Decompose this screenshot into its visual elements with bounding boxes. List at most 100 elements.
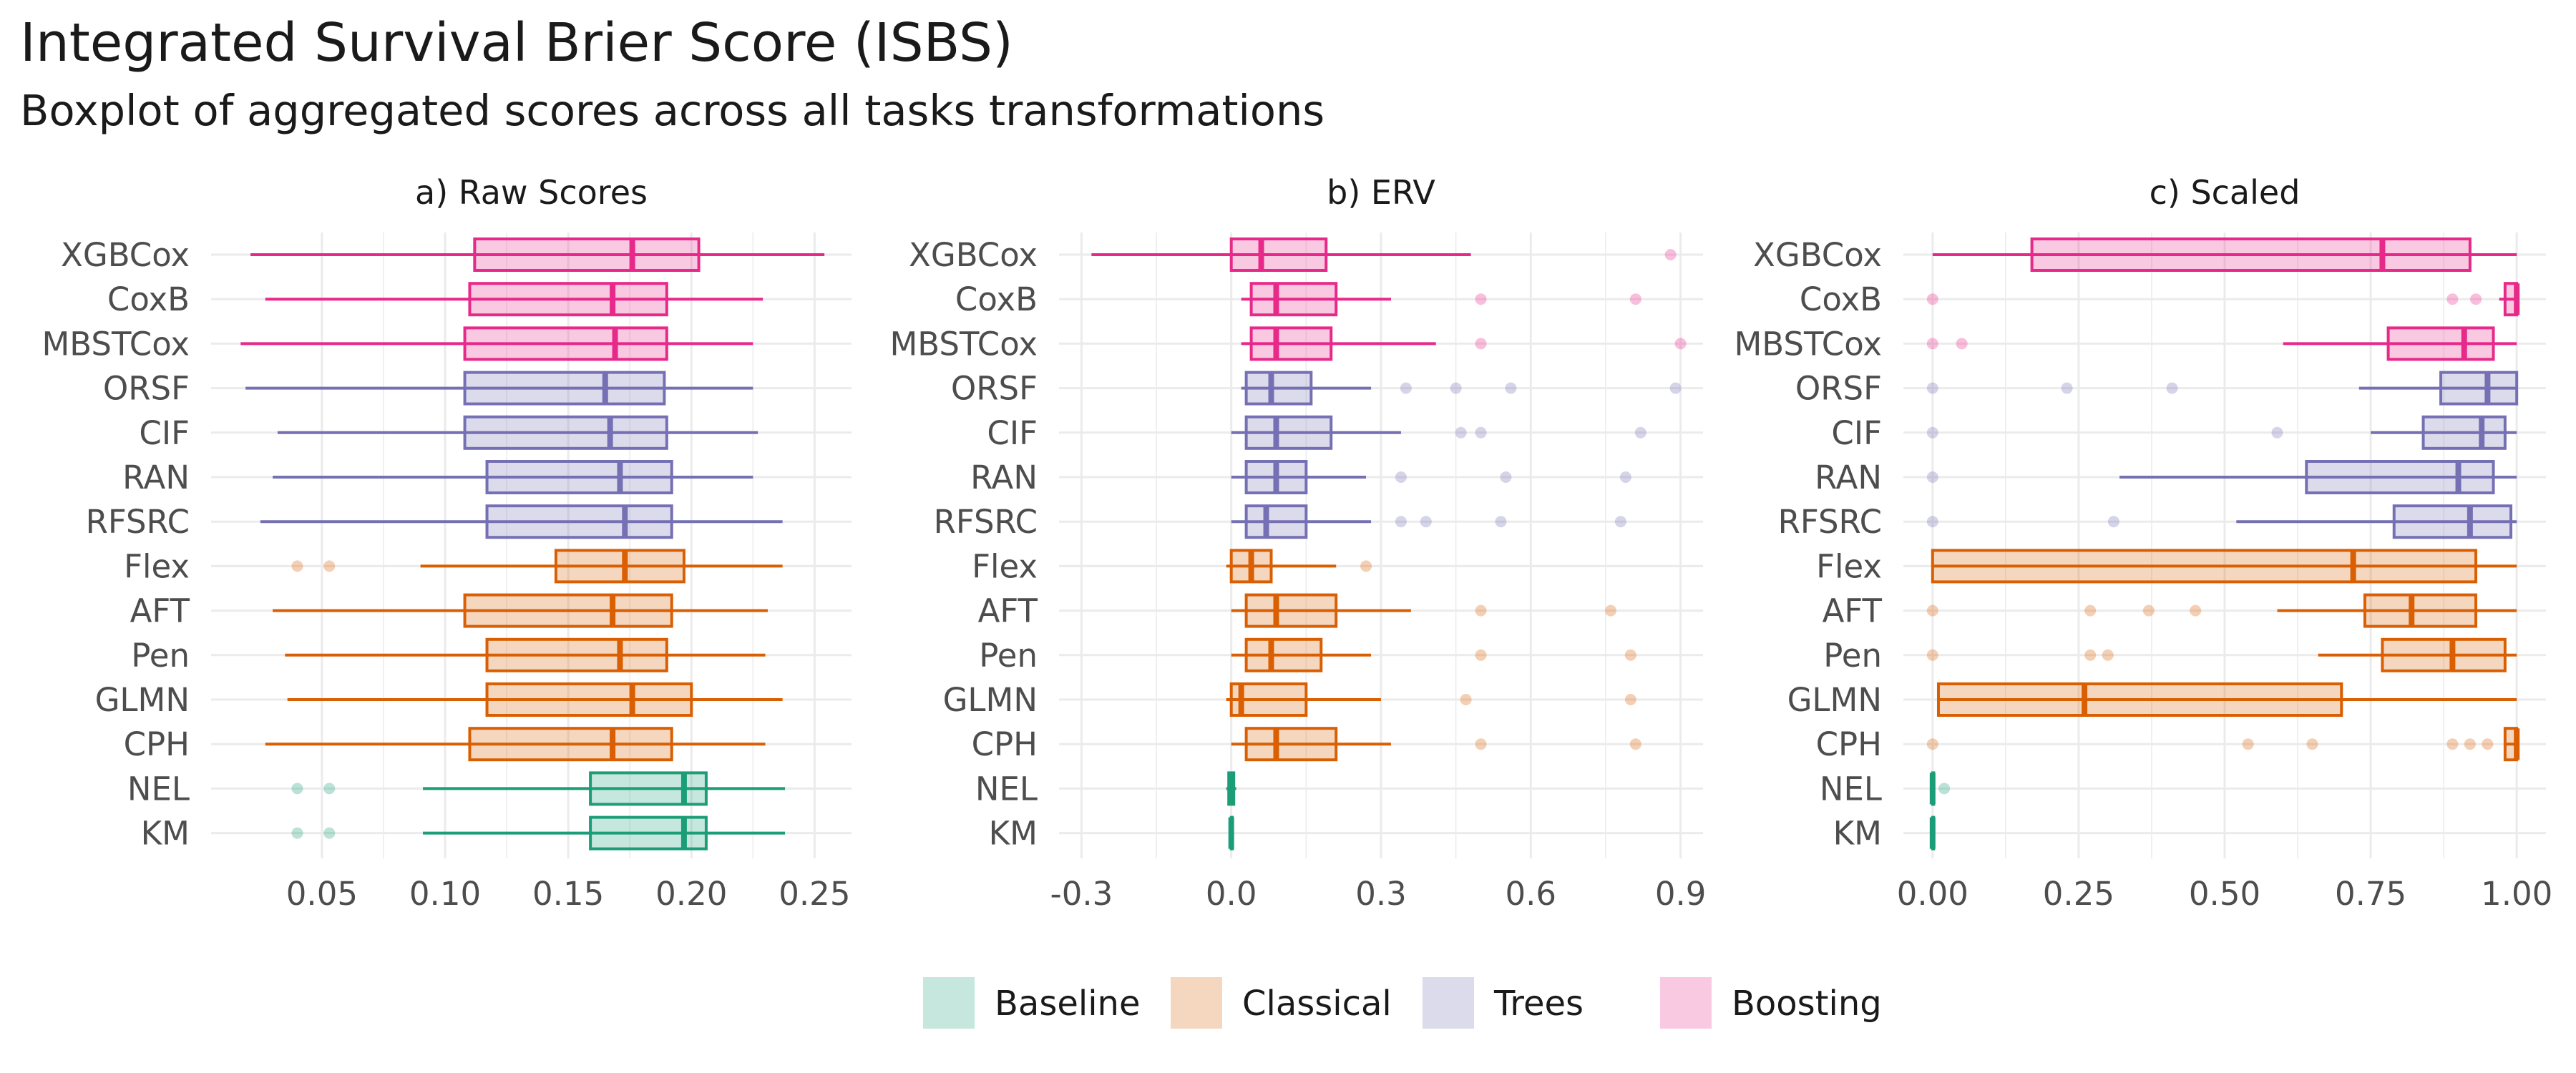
outlier-point bbox=[1926, 426, 1938, 438]
y-label-mbstcox: MBSTCox bbox=[42, 325, 190, 363]
outlier-point bbox=[1926, 382, 1938, 394]
y-label-rfsrc: RFSRC bbox=[934, 503, 1038, 541]
legend-item-baseline: Baseline bbox=[923, 977, 1141, 1029]
outlier-point bbox=[2084, 649, 2097, 661]
outlier-point bbox=[323, 560, 336, 572]
boxplot-mbstcox bbox=[240, 326, 753, 361]
legend-label: Baseline bbox=[995, 984, 1141, 1024]
outlier-point bbox=[2061, 382, 2073, 394]
outlier-point bbox=[1938, 783, 1951, 795]
boxplot-glmn bbox=[1936, 682, 2517, 717]
y-label-rfsrc: RFSRC bbox=[86, 503, 190, 541]
outlier-point bbox=[1926, 516, 1938, 528]
outlier-point bbox=[1956, 338, 1968, 350]
chart-subtitle: Boxplot of aggregated scores across all … bbox=[20, 86, 1325, 135]
panel-title: c) Scaled bbox=[2150, 173, 2301, 212]
outlier-point bbox=[1360, 560, 1372, 572]
outlier-point bbox=[1475, 738, 1487, 750]
boxplot-ran bbox=[273, 460, 753, 494]
outlier-point bbox=[1619, 471, 1631, 483]
box bbox=[1931, 549, 2478, 584]
outlier-point bbox=[1420, 516, 1432, 528]
outlier-point bbox=[2482, 738, 2494, 750]
x-tick-label: 0.20 bbox=[655, 875, 727, 913]
outlier-point bbox=[1926, 604, 1938, 617]
legend-swatch bbox=[923, 977, 975, 1029]
y-label-ran: RAN bbox=[1815, 459, 1882, 496]
outlier-point bbox=[1634, 426, 1646, 438]
panel-scaled: c) Scaled 0.00 0.25 0.50 0.75 1.00 XGBCox CoxB M… bbox=[1734, 173, 2552, 913]
boxplot-orsf bbox=[1241, 371, 1682, 406]
box bbox=[1244, 637, 1323, 672]
outlier-point bbox=[1500, 471, 1512, 483]
outlier-point bbox=[2142, 604, 2155, 617]
x-tick-label: -0.3 bbox=[1050, 875, 1113, 913]
outlier-point bbox=[1669, 382, 1682, 394]
box bbox=[463, 593, 673, 628]
outlier-point bbox=[2242, 738, 2254, 750]
y-label-orsf: ORSF bbox=[103, 370, 190, 408]
y-label-cif: CIF bbox=[1831, 414, 1882, 452]
y-label-orsf: ORSF bbox=[1795, 370, 1882, 408]
outlier-point bbox=[1395, 471, 1407, 483]
y-label-ran: RAN bbox=[970, 459, 1038, 496]
box bbox=[1244, 504, 1308, 539]
outlier-point bbox=[1624, 694, 1636, 705]
boxplot-cif bbox=[1231, 415, 1646, 450]
outlier-point bbox=[323, 783, 336, 795]
boxplot-pen bbox=[285, 637, 766, 672]
boxplot-xgbcox bbox=[250, 237, 825, 272]
boxplot-cph bbox=[1926, 727, 2520, 762]
outlier-point bbox=[291, 783, 303, 795]
legend-label: Trees bbox=[1493, 984, 1584, 1024]
y-label-cif: CIF bbox=[987, 414, 1038, 452]
y-label-flex: Flex bbox=[124, 547, 190, 585]
chart-title: Integrated Survival Brier Score (ISBS) bbox=[20, 12, 1013, 74]
legend-swatch bbox=[1660, 977, 1712, 1029]
y-label-flex: Flex bbox=[972, 547, 1038, 585]
box bbox=[2386, 326, 2495, 361]
outlier-point bbox=[1475, 649, 1487, 661]
y-label-km: KM bbox=[1833, 815, 1882, 853]
boxplot-ran bbox=[1926, 460, 2517, 494]
box bbox=[1936, 682, 2343, 717]
box bbox=[1249, 326, 1333, 361]
box bbox=[2392, 504, 2513, 539]
box bbox=[2305, 460, 2495, 494]
outlier-point bbox=[1450, 382, 1462, 394]
box bbox=[463, 371, 666, 406]
outlier-point bbox=[291, 827, 303, 839]
y-label-glmn: GLMN bbox=[1787, 681, 1882, 719]
boxplot-rfsrc bbox=[260, 504, 783, 539]
boxplot-orsf bbox=[245, 371, 753, 406]
outlier-point bbox=[1400, 382, 1412, 394]
legend-item-boosting: Boosting bbox=[1660, 977, 1882, 1029]
box bbox=[554, 549, 686, 584]
outlier-point bbox=[1604, 604, 1616, 617]
boxplot-nel bbox=[1929, 771, 1951, 806]
boxplot-aft bbox=[1926, 593, 2517, 628]
boxplot-cph bbox=[1231, 727, 1641, 762]
x-tick-label: 0.25 bbox=[779, 875, 850, 913]
outlier-point bbox=[2470, 293, 2482, 305]
outlier-point bbox=[1495, 516, 1507, 528]
panel-raw-scores: a) Raw Scores 0.05 0.10 0.15 0.20 0.25 XGBCox C… bbox=[42, 173, 852, 913]
y-label-aft: AFT bbox=[130, 592, 190, 630]
panel-title: b) ERV bbox=[1327, 173, 1435, 212]
y-label-pen: Pen bbox=[1823, 637, 1882, 675]
outlier-point bbox=[1475, 604, 1487, 617]
boxplot-glmn bbox=[1226, 682, 1636, 717]
box bbox=[1244, 727, 1338, 762]
outlier-point bbox=[1624, 649, 1636, 661]
boxplot-nel bbox=[1226, 771, 1236, 806]
boxplot-cif bbox=[1926, 415, 2517, 450]
y-label-flex: Flex bbox=[1816, 547, 1882, 585]
y-label-glmn: GLMN bbox=[95, 681, 190, 719]
box bbox=[1229, 237, 1328, 272]
outlier-point bbox=[1475, 338, 1487, 350]
outlier-point bbox=[1926, 338, 1938, 350]
boxplot-pen bbox=[1926, 637, 2517, 672]
y-label-nel: NEL bbox=[975, 770, 1038, 808]
box bbox=[1244, 415, 1333, 450]
x-tick-label: 0.15 bbox=[532, 875, 604, 913]
